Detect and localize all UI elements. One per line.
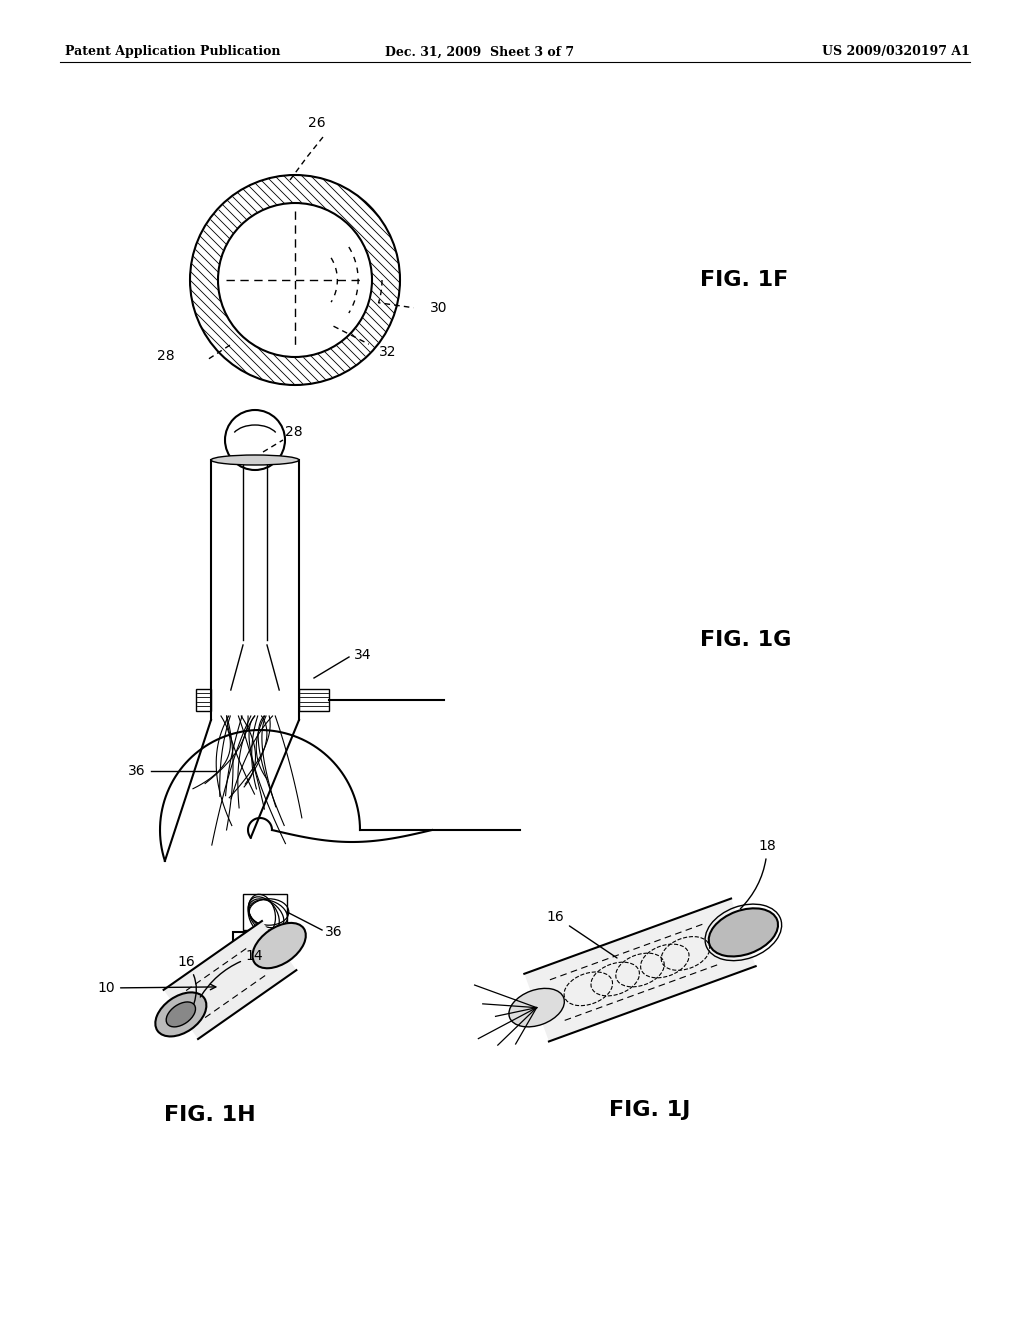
Text: US 2009/0320197 A1: US 2009/0320197 A1 (822, 45, 970, 58)
Text: FIG. 1F: FIG. 1F (700, 271, 788, 290)
Text: FIG. 1G: FIG. 1G (700, 630, 792, 649)
Text: 16: 16 (177, 956, 197, 1003)
Bar (243, 895, 287, 929)
Ellipse shape (709, 908, 778, 957)
Ellipse shape (156, 993, 207, 1036)
Polygon shape (524, 899, 756, 1041)
Polygon shape (164, 921, 296, 1039)
Text: FIG. 1J: FIG. 1J (609, 1100, 690, 1119)
Bar (233, 932, 288, 948)
Text: 36: 36 (128, 764, 146, 777)
Bar (299, 689, 329, 711)
Text: 34: 34 (354, 648, 372, 663)
Text: Patent Application Publication: Patent Application Publication (65, 45, 281, 58)
Bar (196, 689, 211, 711)
Text: 26: 26 (308, 116, 326, 129)
Text: 18: 18 (740, 840, 776, 908)
Ellipse shape (211, 455, 299, 465)
Text: 28: 28 (285, 425, 303, 440)
Text: 16: 16 (547, 909, 617, 958)
Text: 14: 14 (201, 949, 263, 997)
Text: 32: 32 (379, 346, 396, 359)
Text: 30: 30 (430, 301, 447, 315)
Text: 28: 28 (158, 348, 175, 363)
Text: 36: 36 (325, 925, 343, 939)
Text: FIG. 1H: FIG. 1H (164, 1105, 256, 1125)
Text: 10: 10 (97, 981, 216, 995)
Ellipse shape (253, 923, 306, 969)
Text: Dec. 31, 2009  Sheet 3 of 7: Dec. 31, 2009 Sheet 3 of 7 (385, 45, 574, 58)
Ellipse shape (166, 1002, 196, 1027)
Ellipse shape (509, 989, 564, 1027)
